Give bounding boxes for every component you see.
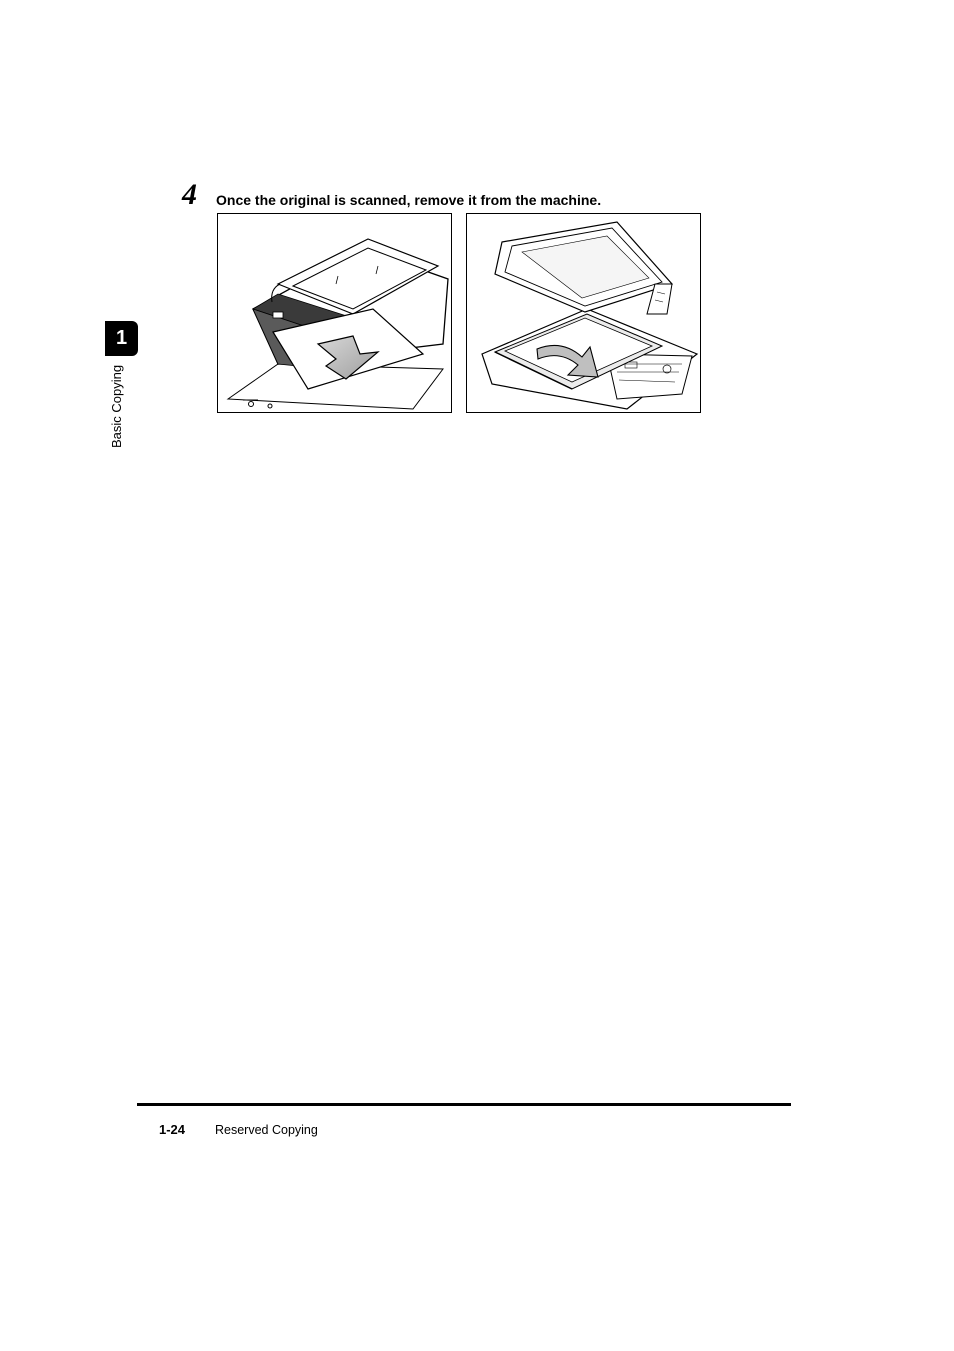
adf-drawing (218, 214, 452, 413)
chapter-side-label: Basic Copying (109, 365, 124, 448)
footer-section-title: Reserved Copying (215, 1123, 318, 1137)
illustration-platen (466, 213, 701, 413)
platen-drawing (467, 214, 701, 413)
footer-rule (137, 1103, 791, 1106)
illustration-row (217, 213, 701, 413)
step-instruction-text: Once the original is scanned, remove it … (216, 192, 601, 208)
footer-page-number: 1-24 (159, 1122, 185, 1137)
step-number: 4 (182, 178, 197, 212)
manual-page: 4 Once the original is scanned, remove i… (0, 0, 954, 1351)
chapter-tab: 1 (105, 321, 138, 356)
illustration-adf (217, 213, 452, 413)
chapter-tab-number: 1 (116, 327, 127, 350)
